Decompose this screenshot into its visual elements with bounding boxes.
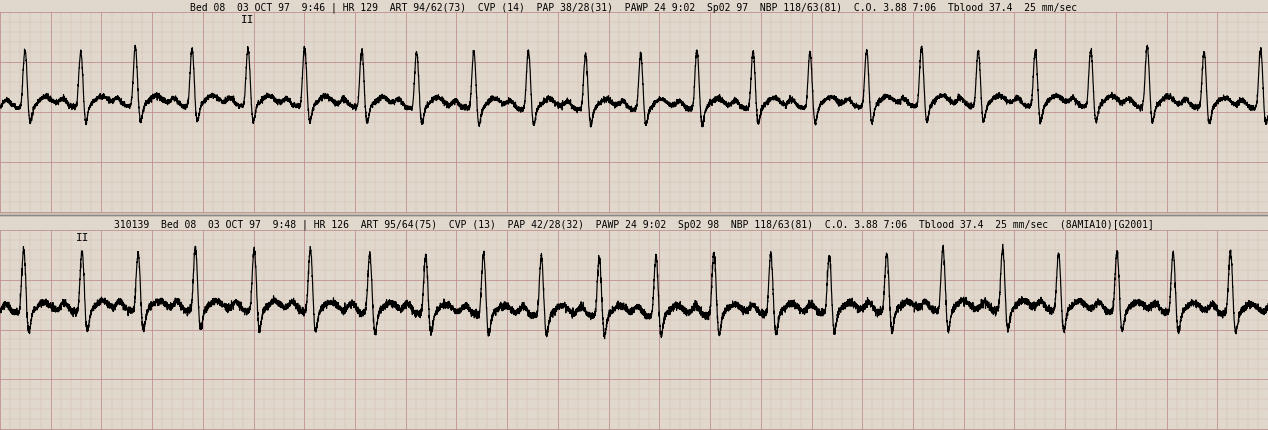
Text: Bed 08  03 OCT 97  9:46 | HR 129  ART 94/62(73)  CVP (14)  PAP 38/28(31)  PAWP 2: Bed 08 03 OCT 97 9:46 | HR 129 ART 94/62…	[190, 2, 1078, 12]
Bar	[0, 0, 1268, 214]
Text: II: II	[76, 233, 90, 243]
Text: 310139  Bed 08  03 OCT 97  9:48 | HR 126  ART 95/64(75)  CVP (13)  PAP 42/28(32): 310139 Bed 08 03 OCT 97 9:48 | HR 126 AR…	[114, 219, 1154, 230]
Text: II: II	[241, 15, 255, 25]
Bar	[0, 218, 1268, 430]
